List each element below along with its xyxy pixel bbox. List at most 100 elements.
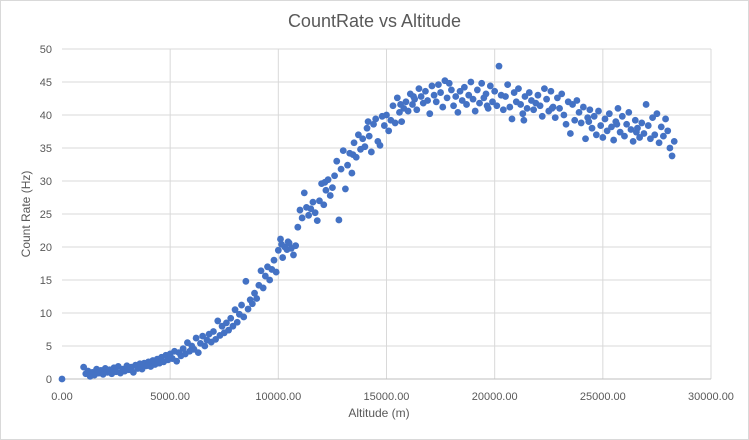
data-point <box>538 112 546 120</box>
data-point <box>349 151 357 159</box>
data-point <box>551 114 559 122</box>
data-point <box>272 268 280 276</box>
data-point <box>320 201 328 209</box>
data-point <box>367 148 375 156</box>
data-point <box>331 172 338 180</box>
data-point <box>523 105 531 112</box>
data-point <box>569 101 576 108</box>
data-point <box>478 79 486 87</box>
data-point <box>616 128 624 136</box>
data-point <box>590 112 598 120</box>
data-point <box>506 103 514 111</box>
data-point <box>642 101 650 108</box>
data-point <box>644 122 652 129</box>
data-point <box>179 345 187 353</box>
data-point <box>335 216 343 224</box>
data-point <box>424 97 432 104</box>
data-point <box>632 128 640 136</box>
data-point <box>586 106 594 114</box>
data-point <box>664 127 672 135</box>
data-point <box>305 211 313 219</box>
y-tick-label: 45 <box>40 77 52 89</box>
data-point <box>450 102 457 110</box>
data-point <box>668 152 676 160</box>
data-point <box>530 106 538 114</box>
data-point <box>225 326 232 334</box>
data-point <box>410 93 417 100</box>
data-point <box>214 317 222 325</box>
data-point <box>499 106 507 114</box>
y-tick-label: 10 <box>40 308 52 320</box>
data-point <box>613 120 621 128</box>
data-point <box>372 115 380 123</box>
data-point <box>502 93 509 100</box>
data-point <box>364 118 372 125</box>
data-point <box>493 102 501 110</box>
data-point <box>244 305 252 313</box>
data-point <box>556 105 563 112</box>
data-point <box>259 284 267 292</box>
x-tick-label: 0.00 <box>51 391 72 403</box>
data-point <box>415 85 423 92</box>
data-point <box>253 295 261 302</box>
y-tick-label: 25 <box>40 209 52 221</box>
data-point <box>417 93 425 100</box>
data-point <box>274 246 282 254</box>
data-point <box>350 139 358 147</box>
data-point <box>385 127 393 135</box>
data-point <box>517 101 525 108</box>
data-point <box>363 124 371 132</box>
data-point <box>333 157 341 165</box>
data-point <box>482 90 490 98</box>
data-point <box>348 169 356 177</box>
data-point <box>266 276 274 284</box>
data-point <box>495 62 503 70</box>
data-point <box>294 223 302 231</box>
data-point <box>129 369 137 376</box>
data-point <box>603 127 611 135</box>
data-point <box>647 135 654 143</box>
data-point <box>631 116 639 124</box>
data-point <box>404 107 412 115</box>
data-point <box>599 134 607 141</box>
data-point <box>194 349 202 356</box>
x-tick-label: 25000.00 <box>580 391 626 403</box>
data-point <box>543 95 550 103</box>
data-point <box>541 85 548 92</box>
data-point <box>396 108 403 116</box>
data-point <box>359 135 367 143</box>
data-point <box>577 119 585 127</box>
data-point <box>432 98 440 106</box>
data-point <box>456 87 464 95</box>
data-point <box>460 83 468 91</box>
data-point <box>521 93 529 100</box>
gridlines <box>62 48 712 379</box>
data-point <box>309 198 317 206</box>
y-tick-label: 5 <box>46 341 52 353</box>
x-tick-label: 20000.00 <box>472 391 518 403</box>
data-point <box>277 235 284 243</box>
data-point <box>579 103 587 111</box>
data-point <box>519 110 527 118</box>
data-point <box>638 119 646 127</box>
data-point <box>573 97 581 104</box>
x-tick-label: 15000.00 <box>364 391 410 403</box>
x-tick-label: 10000.00 <box>255 391 301 403</box>
data-point <box>575 108 583 116</box>
data-point <box>257 267 265 275</box>
data-point <box>248 300 256 308</box>
data-point <box>548 105 556 112</box>
data-point <box>554 94 561 102</box>
data-point <box>471 107 479 115</box>
data-point <box>199 332 207 340</box>
data-point <box>370 120 377 128</box>
data-point <box>383 111 390 119</box>
data-point <box>655 139 663 147</box>
data-point <box>458 97 466 104</box>
data-point <box>428 82 436 90</box>
data-point <box>409 101 416 108</box>
data-point <box>566 130 574 137</box>
data-point <box>322 186 330 194</box>
data-point <box>231 306 239 314</box>
data-point <box>558 90 566 98</box>
